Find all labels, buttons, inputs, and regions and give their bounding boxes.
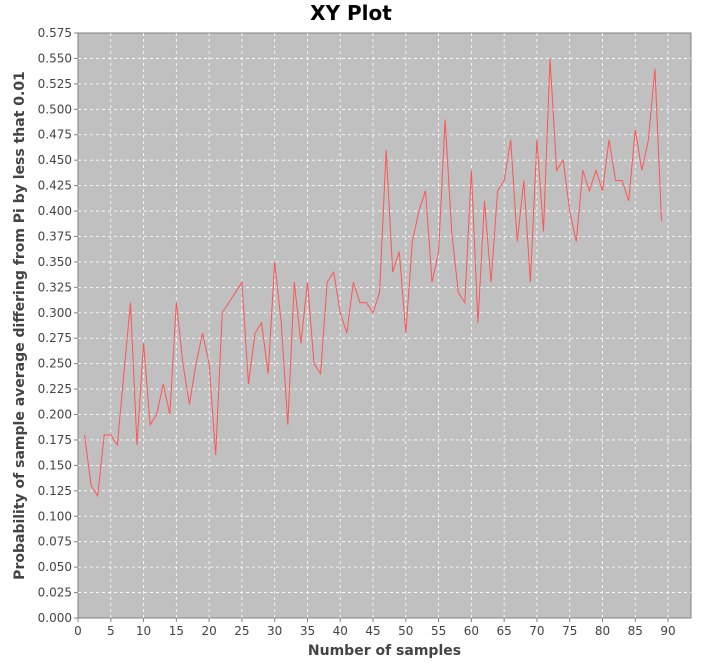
x-tick-label: 80: [595, 624, 610, 638]
x-tick-label: 40: [333, 624, 348, 638]
y-tick-label: 0.075: [38, 535, 72, 549]
y-tick-label: 0.425: [38, 179, 72, 193]
x-tick-label: 60: [464, 624, 479, 638]
y-axis-label: Probability of sample average differing …: [12, 71, 28, 580]
x-tick-label: 55: [431, 624, 446, 638]
y-tick-label: 0.350: [38, 255, 72, 269]
y-tick-label: 0.550: [38, 51, 72, 65]
x-tick-label: 30: [267, 624, 282, 638]
x-tick-label: 15: [169, 624, 184, 638]
x-tick-label: 75: [562, 624, 577, 638]
y-tick-label: 0.500: [38, 102, 72, 116]
y-tick-label: 0.450: [38, 153, 72, 167]
y-tick-label: 0.100: [38, 509, 72, 523]
y-tick-label: 0.475: [38, 128, 72, 142]
x-tick-label: 35: [300, 624, 315, 638]
y-tick-label: 0.175: [38, 433, 72, 447]
x-tick-label: 0: [74, 624, 82, 638]
x-tick-label: 25: [234, 624, 249, 638]
grid-lines: [78, 33, 691, 618]
x-tick-label: 20: [201, 624, 216, 638]
y-axis: 0.000 0.025 0.050 0.075 0.100 0.125 0.150 0.175…: [38, 26, 78, 625]
y-tick-label: 0.575: [38, 26, 72, 40]
x-axis-label: Number of samples: [308, 643, 461, 659]
y-tick-label: 0.050: [38, 560, 72, 574]
y-tick-label: 0.275: [38, 331, 72, 345]
x-tick-label: 5: [107, 624, 115, 638]
y-tick-label: 0.000: [38, 611, 72, 625]
series-layer: [84, 58, 662, 498]
y-tick-label: 0.150: [38, 458, 72, 472]
y-tick-label: 0.125: [38, 484, 72, 498]
y-tick-label: 0.300: [38, 306, 72, 320]
y-tick-label: 0.525: [38, 77, 72, 91]
x-tick-label: 85: [628, 624, 643, 638]
x-tick-label: 50: [398, 624, 413, 638]
plot-area: [77, 32, 692, 619]
x-axis: 0 5 10 15 20 25 30 35 40 45 50 55 60 65 70 75 80 85 90: [74, 618, 676, 638]
x-tick-label: 65: [497, 624, 512, 638]
x-tick-label: 90: [660, 624, 675, 638]
chart-title: XY Plot: [310, 1, 392, 25]
y-tick-label: 0.375: [38, 229, 72, 243]
y-tick-label: 0.250: [38, 357, 72, 371]
y-tick-label: 0.200: [38, 408, 72, 422]
y-tick-label: 0.400: [38, 204, 72, 218]
x-tick-label: 45: [365, 624, 380, 638]
x-tick-label: 10: [136, 624, 151, 638]
y-tick-label: 0.225: [38, 382, 72, 396]
y-tick-label: 0.325: [38, 280, 72, 294]
y-tick-label: 0.025: [38, 586, 72, 600]
x-tick-label: 70: [529, 624, 544, 638]
